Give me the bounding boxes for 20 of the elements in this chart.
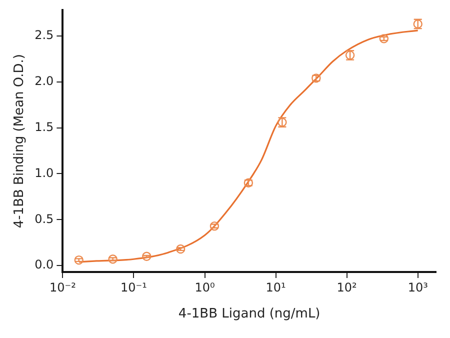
x-tick-label: 10³	[408, 280, 428, 294]
x-tick-label: 10²	[336, 280, 358, 294]
point	[379, 34, 389, 44]
y-tick-label: 0.0	[34, 258, 54, 272]
x-tick-label: 10¹	[266, 280, 286, 294]
x-tick-label: 10⁰	[194, 280, 215, 294]
point	[108, 254, 118, 264]
y-tick-label: 2.0	[34, 74, 54, 88]
point	[210, 221, 220, 231]
point	[74, 255, 84, 265]
x-axis-title: 4-1BB Ligand (ng/mL)	[178, 306, 320, 322]
point	[142, 252, 152, 261]
y-tick-label: 0.5	[34, 212, 54, 226]
point	[176, 244, 186, 254]
x-tick-label: 10⁻¹	[120, 280, 148, 294]
y-tick-label: 1.0	[34, 166, 54, 180]
y-tick-label: 2.5	[34, 28, 54, 42]
y-tick-label: 1.5	[34, 120, 54, 134]
x-tick-label: 10⁻²	[49, 280, 76, 294]
y-axis-title: 4-1BB Binding (Mean O.D.)	[12, 54, 28, 228]
